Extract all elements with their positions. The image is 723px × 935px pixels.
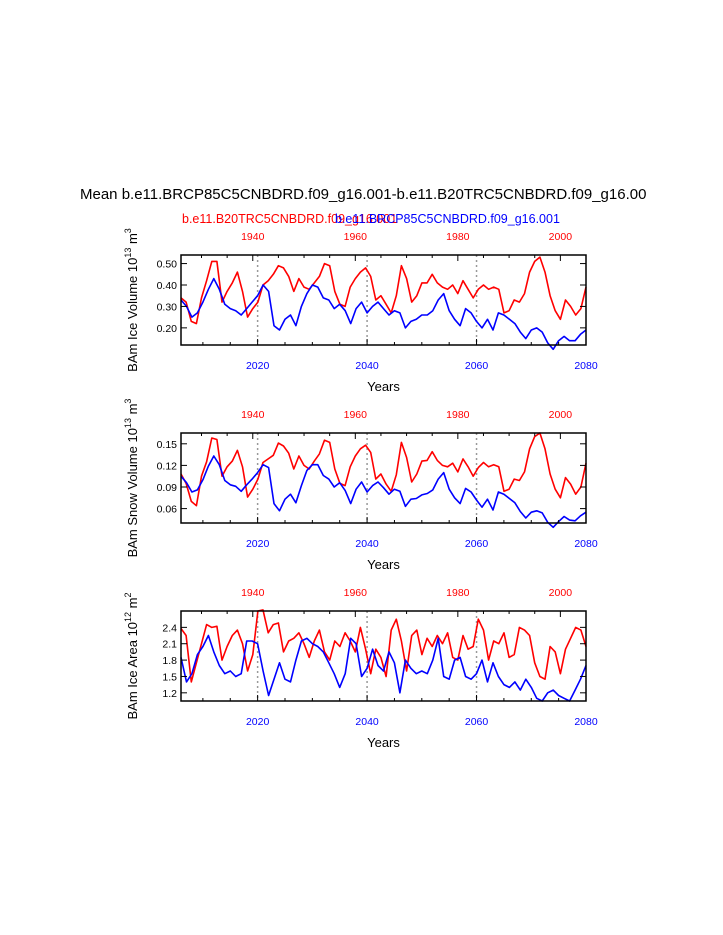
- series-line-blue-ice-volume: [180, 277, 587, 351]
- y-axis-label-ice-area: BAm Ice Area 1012 m2: [123, 592, 140, 719]
- series-line-blue-snow-volume: [180, 455, 587, 529]
- ytick-label: 2.1: [162, 639, 177, 651]
- y-axis-label-part: 13: [123, 418, 133, 428]
- y-axis-label-part: m: [125, 597, 140, 611]
- ytick-label: 0.15: [157, 439, 178, 451]
- xtick-label-top: 1980: [446, 231, 470, 243]
- x-axis-label-ice-volume: Years: [367, 379, 400, 394]
- xtick-label-top: 1980: [446, 409, 470, 421]
- series-line-blue-ice-area: [180, 634, 587, 702]
- y-axis-label-part: 3: [123, 399, 133, 404]
- xtick-label-top: 1940: [241, 587, 265, 599]
- x-axis-label-snow-volume: Years: [367, 557, 400, 572]
- xtick-label-top: 1960: [344, 231, 368, 243]
- series-line-red-snow-volume: [180, 432, 587, 507]
- plot-frame-ice-volume: [180, 254, 587, 346]
- y-axis-label-part: 2: [123, 592, 133, 597]
- xtick-label-bottom: 2080: [574, 538, 598, 550]
- xtick-label-bottom: 2020: [246, 716, 270, 728]
- y-axis-label-part: 13: [123, 248, 133, 258]
- legend-red-label: b.e11.B20TRC5CNBDRD.f09_g16.001: [182, 212, 397, 226]
- y-axis-label-snow-volume: BAm Snow Volume 1013 m3: [123, 399, 140, 558]
- xtick-label-bottom: 2020: [246, 538, 270, 550]
- ytick-label: 0.12: [157, 460, 178, 472]
- x-axis-label-ice-area: Years: [367, 735, 400, 750]
- plot-frame-snow-volume: [180, 432, 587, 524]
- xtick-label-top: 1940: [241, 409, 265, 421]
- xtick-label-top: 2000: [549, 409, 573, 421]
- y-axis-label-part: BAm Ice Area 10: [125, 622, 140, 720]
- panel-snow-volume: 0.15 0.12 0.09 0.06 2020 2040 2060 2080 1940 1960…: [123, 399, 598, 572]
- ytick-label: 0.20: [157, 323, 178, 335]
- y-axis-label-part: 3: [123, 228, 133, 233]
- ytick-label: 0.09: [157, 482, 178, 494]
- xtick-label-bottom: 2060: [465, 716, 489, 728]
- series-line-red-ice-volume: [180, 256, 587, 325]
- xtick-label-top: 1960: [344, 587, 368, 599]
- ytick-label: 0.50: [157, 259, 178, 271]
- y-axis-label-part: BAm Ice Volume 10: [125, 258, 140, 372]
- ytick-label: 2.4: [162, 622, 177, 634]
- y-axis-label-part: BAm Snow Volume 10: [125, 428, 140, 557]
- xtick-label-bottom: 2060: [465, 538, 489, 550]
- xtick-label-bottom: 2080: [574, 360, 598, 372]
- ytick-label: 0.30: [157, 301, 178, 313]
- xtick-label-bottom: 2020: [246, 360, 270, 372]
- xtick-label-top: 2000: [549, 587, 573, 599]
- y-axis-label-part: 12: [123, 612, 133, 622]
- ytick-label: 1.5: [162, 671, 177, 683]
- ytick-label: 1.2: [162, 688, 177, 700]
- xtick-label-bottom: 2040: [355, 716, 379, 728]
- y-axis-label-part: m: [125, 233, 140, 247]
- figure-title: Mean b.e11.BRCP85C5CNBDRD.f09_g16.001-b.…: [80, 186, 655, 203]
- ytick-label: 0.40: [157, 280, 178, 292]
- title-clip-mask: [646, 180, 723, 208]
- ytick-label: 1.8: [162, 655, 177, 667]
- xtick-label-top: 1980: [446, 587, 470, 599]
- y-axis-label-part: m: [125, 404, 140, 418]
- xtick-label-top: 2000: [549, 231, 573, 243]
- ytick-label: 0.06: [157, 504, 178, 516]
- legend-blue-label: b.e11.BRCP85C5CNBDRD.f09_g16.001: [335, 212, 560, 226]
- panel-ice-area: 2.4 2.1 1.8 1.5 1.2 2020 2040 2060 2080 1940 1960 1…: [123, 587, 598, 750]
- xtick-label-bottom: 2080: [574, 716, 598, 728]
- panel-ice-volume: 0.50 0.40 0.30 0.20 2020 2040 2060 2080 1940 1960…: [123, 228, 598, 394]
- plot-frame-ice-area: [180, 610, 587, 702]
- xtick-label-bottom: 2040: [355, 538, 379, 550]
- xtick-label-top: 1940: [241, 231, 265, 243]
- xtick-label-top: 1960: [344, 409, 368, 421]
- series-line-red-ice-area: [180, 609, 587, 683]
- xtick-label-bottom: 2040: [355, 360, 379, 372]
- xtick-label-bottom: 2060: [465, 360, 489, 372]
- y-axis-label-ice-volume: BAm Ice Volume 1013 m3: [123, 228, 140, 372]
